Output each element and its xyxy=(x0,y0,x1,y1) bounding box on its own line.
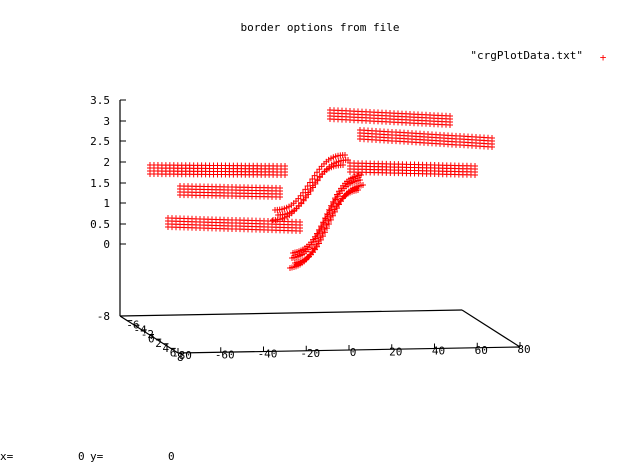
data-point xyxy=(333,196,339,203)
data-point xyxy=(311,238,317,245)
data-point xyxy=(314,169,320,176)
data-point xyxy=(355,187,361,193)
data-point xyxy=(318,236,324,243)
data-point xyxy=(298,199,304,206)
x-axis-ticks: -80 -60 -40 -20 0 20 40 60 80 xyxy=(172,342,531,362)
data-point xyxy=(311,172,318,179)
legend-marker: + xyxy=(600,51,607,64)
z-tick-label: 1 xyxy=(103,197,110,210)
status-y-label: y= xyxy=(90,450,104,463)
data-point xyxy=(330,212,336,219)
data-point xyxy=(318,223,324,230)
z-tick-label: 2.5 xyxy=(90,135,110,148)
data-point xyxy=(320,233,326,240)
data-point xyxy=(321,226,327,232)
data-point xyxy=(357,177,363,183)
data-point xyxy=(307,186,314,193)
data-point xyxy=(342,152,348,158)
data-point xyxy=(300,196,307,203)
data-point xyxy=(327,213,333,220)
z-tick-label: 2 xyxy=(103,156,110,169)
data-point xyxy=(315,238,321,245)
data-point xyxy=(297,228,303,234)
base-back-edge xyxy=(119,309,463,317)
data-point xyxy=(489,144,495,150)
data-point xyxy=(345,157,351,163)
y-tick-label: 0 xyxy=(148,333,155,346)
x-tick-label: 0 xyxy=(350,346,357,359)
data-point xyxy=(305,189,311,196)
y-tick-label: 6 xyxy=(170,346,177,359)
data-point xyxy=(309,182,316,189)
x-tick-label: 40 xyxy=(432,345,445,358)
data-point xyxy=(360,182,366,188)
base-right-edge xyxy=(461,309,521,348)
data-point xyxy=(319,230,325,237)
data-point xyxy=(325,217,331,224)
z-tick-label: 1.5 xyxy=(90,177,110,190)
data-point xyxy=(323,221,329,228)
z-tick-label: -8 xyxy=(97,310,110,323)
data-point xyxy=(331,206,337,213)
data-point xyxy=(309,176,316,183)
data-point xyxy=(316,226,322,233)
data-point xyxy=(326,221,332,227)
x-tick-label: -40 xyxy=(258,348,278,361)
x-tick-label: -20 xyxy=(300,347,320,360)
status-x-value: 0 xyxy=(78,450,85,463)
data-points xyxy=(147,107,495,271)
y-tick-label: -4 xyxy=(134,323,148,336)
chart-title: border options from file xyxy=(241,21,400,34)
data-point xyxy=(311,245,317,252)
data-point xyxy=(358,172,364,178)
data-point xyxy=(447,122,453,128)
x-tick-label: 80 xyxy=(517,343,530,356)
data-point xyxy=(282,172,288,178)
data-point xyxy=(312,179,318,186)
z-tick-label: 3 xyxy=(103,115,110,128)
data-point xyxy=(329,210,335,217)
data-point xyxy=(328,216,334,223)
data-point xyxy=(309,248,315,255)
y-axis-ticks: -6-4-20 2 4 6 8 xyxy=(120,315,184,364)
data-point xyxy=(320,219,326,226)
y-tick-label: 2 xyxy=(155,337,162,350)
y-tick-label: -2 xyxy=(141,328,154,341)
x-tick-label: -60 xyxy=(215,348,235,361)
z-tick-label: 3.5 xyxy=(90,94,110,107)
z-axis-ticks: 3.5 3 2.5 2 1.5 1 0.5 0 -8 xyxy=(90,94,126,323)
z-tick-label: 0.5 xyxy=(90,218,110,231)
data-point xyxy=(302,186,309,193)
x-tick-label: 60 xyxy=(475,344,488,357)
z-tick-label: 0 xyxy=(103,238,110,251)
status-x-label: x= xyxy=(0,450,14,463)
data-point xyxy=(302,192,309,199)
status-y-value: 0 xyxy=(168,450,175,463)
data-point xyxy=(313,241,319,248)
data-point xyxy=(472,172,478,178)
legend-label: "crgPlotData.txt" xyxy=(470,49,583,62)
data-point xyxy=(322,229,328,236)
data-point xyxy=(277,194,283,200)
data-point xyxy=(322,215,328,222)
x-tick-label: -80 xyxy=(172,349,192,362)
data-point xyxy=(324,211,330,217)
y-tick-label: 4 xyxy=(163,342,170,355)
data-point xyxy=(295,202,302,209)
data-point xyxy=(340,162,346,168)
x-tick-label: 20 xyxy=(389,345,402,358)
data-point xyxy=(317,234,323,241)
y-tick-label: 8 xyxy=(177,351,184,364)
y-tick-label: -6 xyxy=(126,319,139,332)
data-point xyxy=(324,225,330,232)
